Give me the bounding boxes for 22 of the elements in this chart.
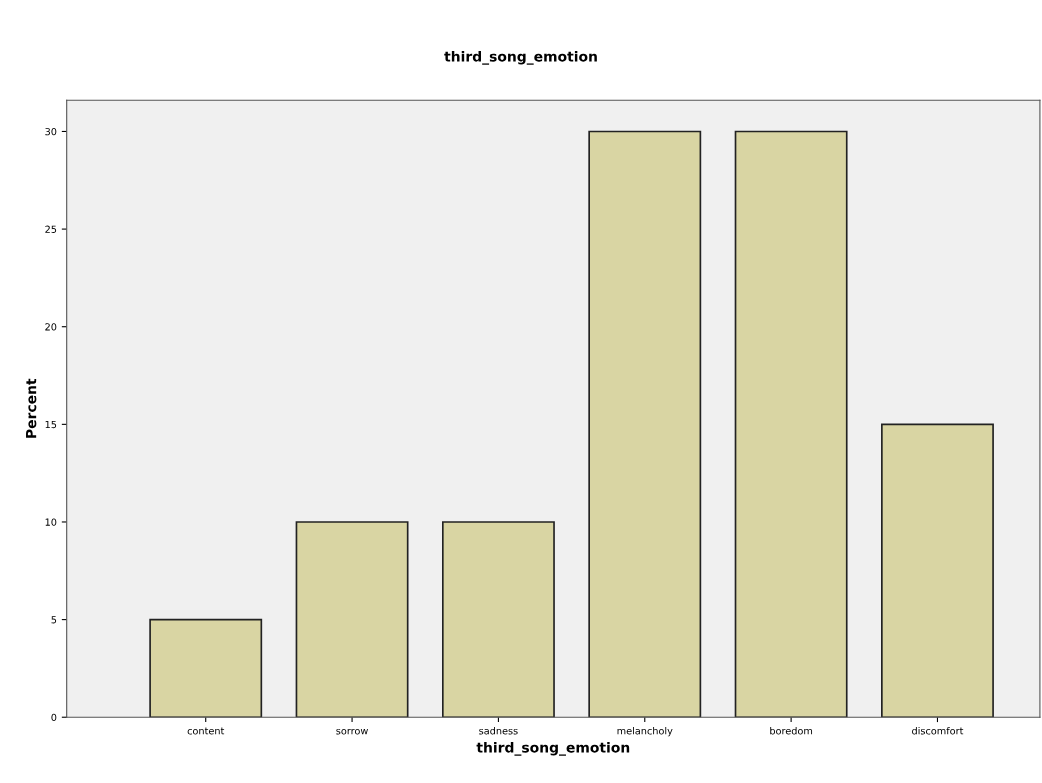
y-tick-label: 30	[45, 127, 57, 136]
bar	[588, 130, 702, 718]
chart-title: third_song_emotion	[444, 50, 597, 65]
x-tick-label: content	[187, 727, 225, 735]
bar	[149, 618, 263, 718]
x-tick-label: boredom	[770, 726, 813, 735]
bar	[441, 521, 555, 718]
y-tick-label: 0	[51, 713, 57, 722]
y-axis-title: Percent	[26, 378, 37, 438]
y-tick-label: 5	[51, 616, 57, 624]
x-tick-label: discomfort	[912, 726, 964, 735]
x-tick-label: sorrow	[336, 728, 368, 735]
y-tick-label: 20	[45, 323, 57, 331]
y-tick-label: 25	[45, 225, 57, 233]
bar	[295, 521, 409, 718]
y-tick-label: 10	[45, 518, 57, 526]
y-tick-label: 15	[45, 420, 57, 429]
x-tick-label: melancholy	[617, 726, 673, 737]
bar	[734, 130, 848, 718]
x-tick-label: sadness	[479, 726, 518, 735]
x-axis-title: third_song_emotion	[476, 741, 630, 756]
bar	[881, 423, 994, 718]
